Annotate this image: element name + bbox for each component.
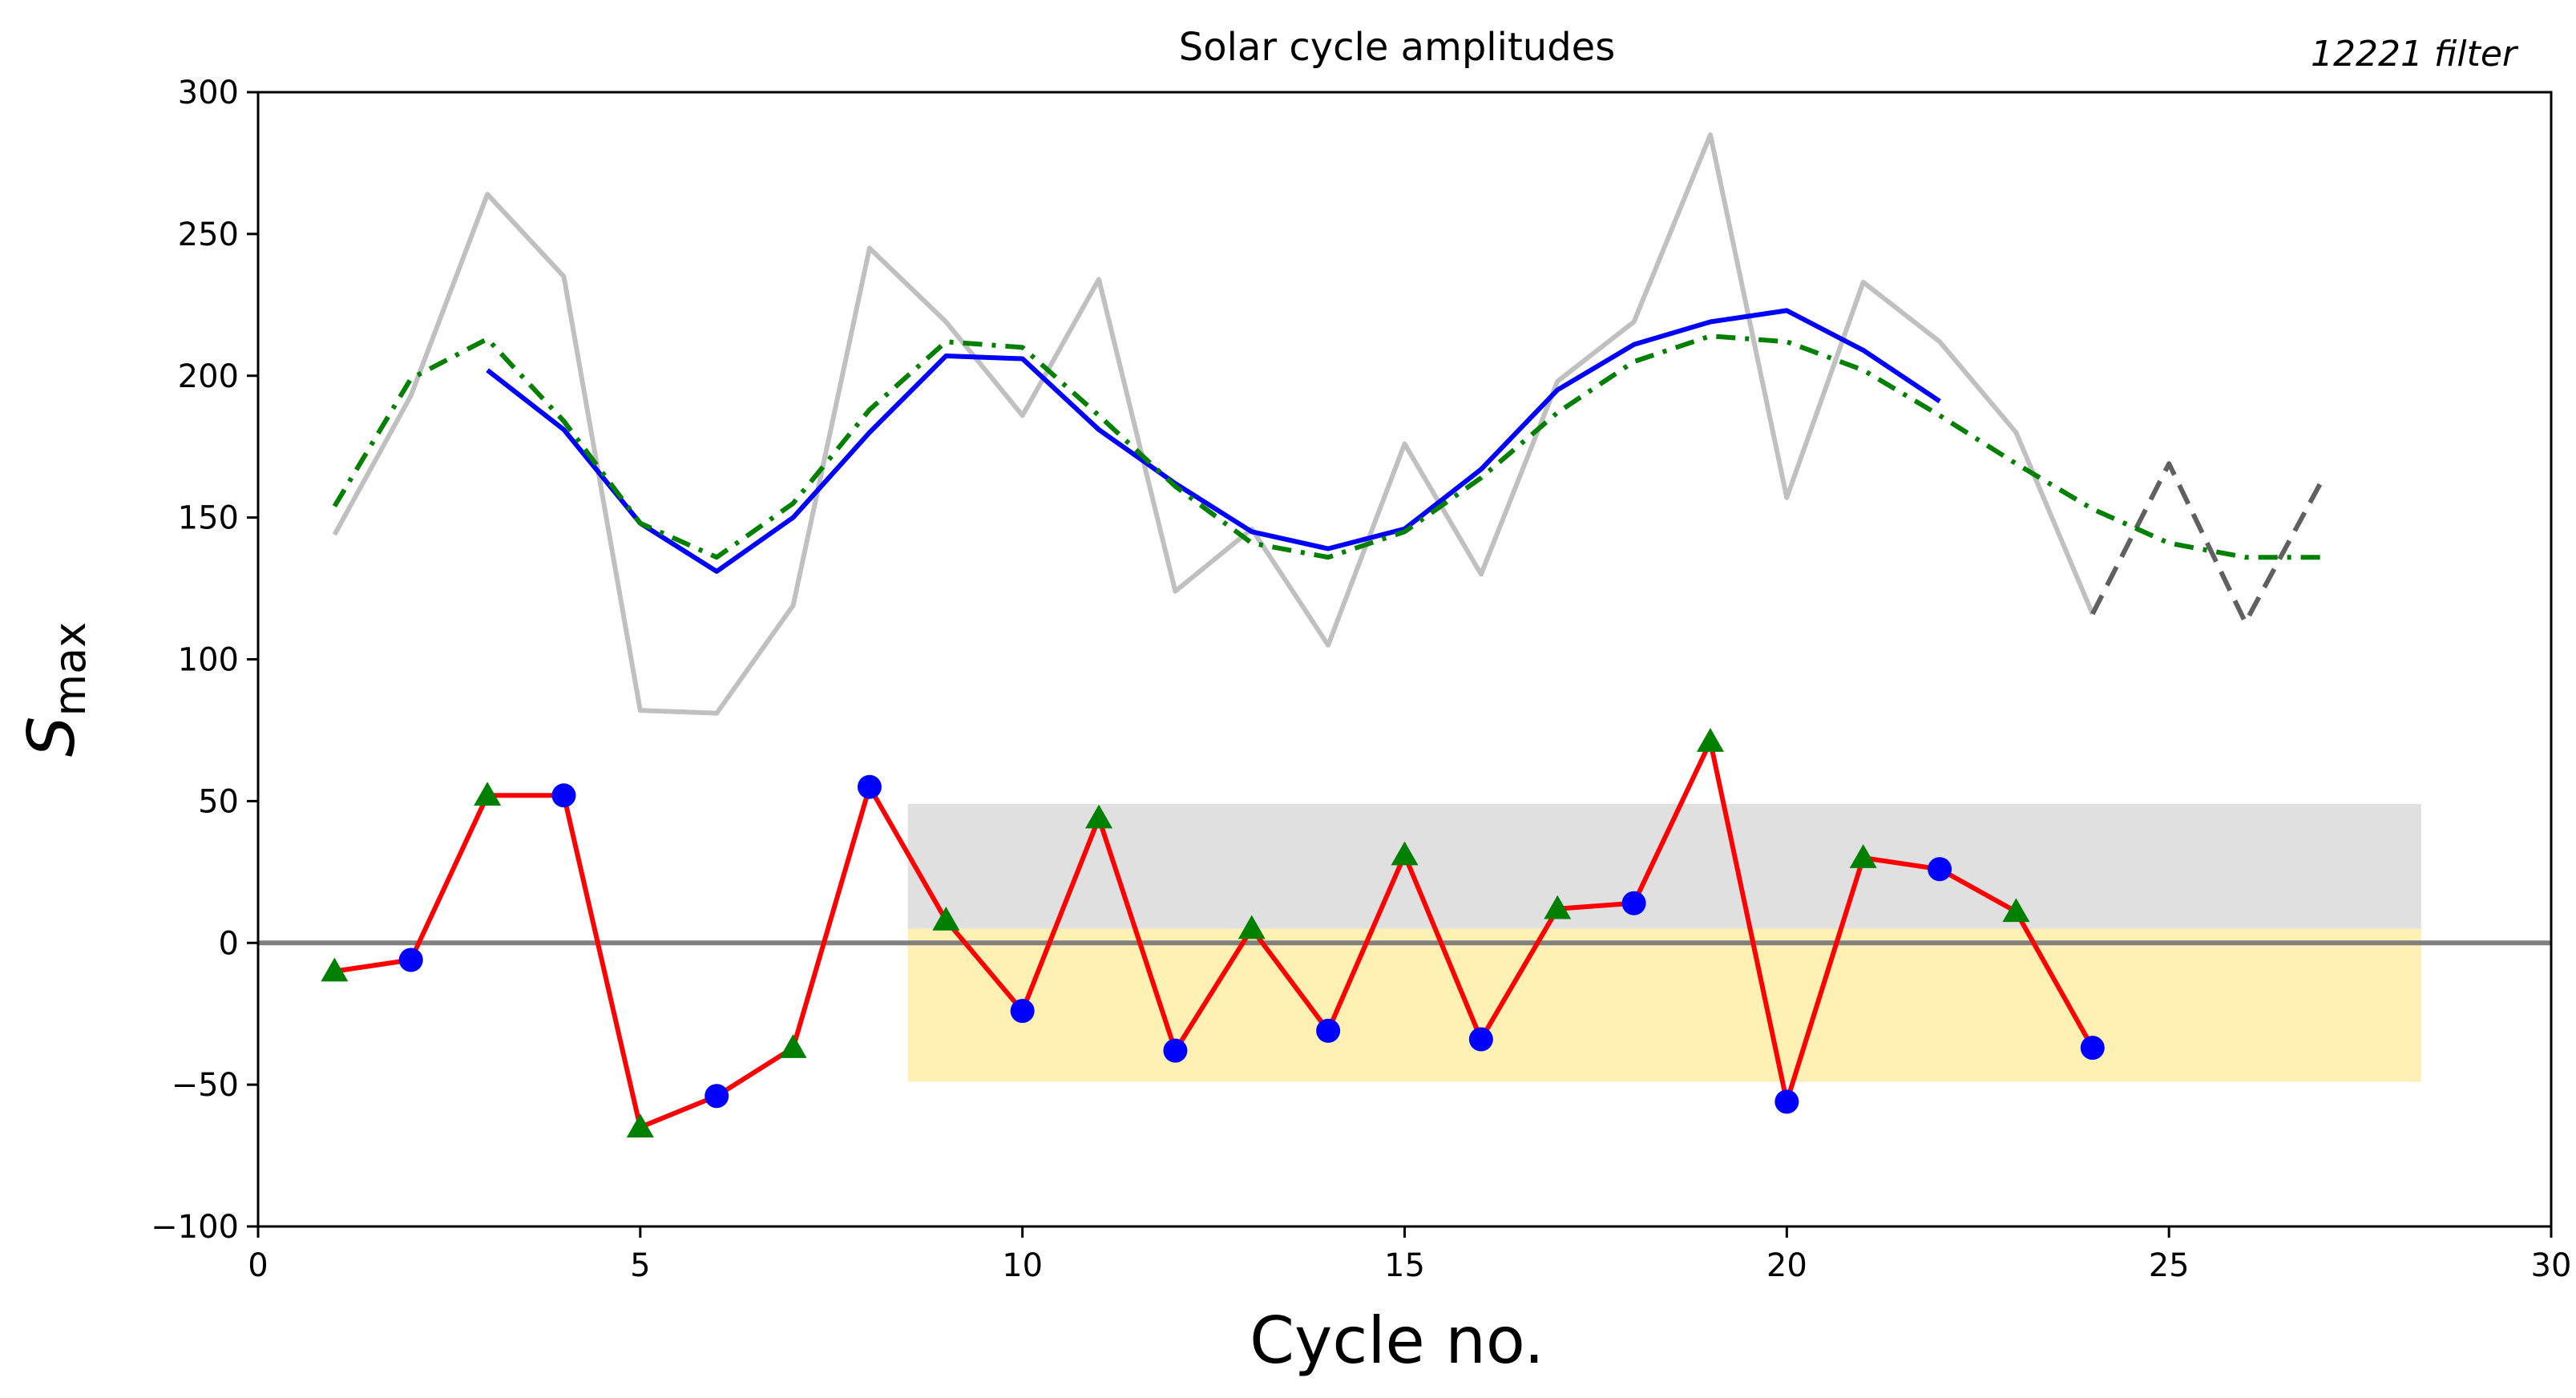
filter-annotation: 12221 filter — [2311, 34, 2519, 75]
residual-circle-marker — [1163, 1038, 1188, 1063]
residual-triangle-marker — [321, 957, 349, 982]
x-tick-label: 25 — [2149, 1247, 2190, 1284]
x-tick-label: 5 — [630, 1247, 650, 1284]
residual-triangle-marker — [779, 1034, 807, 1058]
residual-triangle-marker — [1391, 841, 1419, 866]
residual-triangle-marker — [1696, 728, 1724, 752]
y-tick-label: 50 — [198, 783, 239, 820]
residual-circle-marker — [1010, 999, 1035, 1024]
upper-band — [907, 803, 2421, 929]
residual-triangle-marker — [626, 1113, 654, 1137]
x-tick-label: 20 — [1766, 1247, 1807, 1284]
y-tick-label: −50 — [172, 1067, 239, 1104]
residual-triangle-marker — [1085, 804, 1113, 829]
residual-circle-marker — [1316, 1018, 1341, 1043]
y-tick-label: 0 — [219, 925, 239, 962]
y-axis-subscript: max — [45, 622, 95, 717]
y-tick-label: 300 — [178, 75, 239, 111]
x-tick-label: 30 — [2531, 1247, 2572, 1284]
residual-circle-marker — [857, 774, 882, 799]
residual-circle-marker — [551, 783, 576, 808]
y-axis-title: Smax — [14, 622, 95, 757]
chart-title: Solar cycle amplitudes — [1179, 25, 1615, 70]
residual-circle-marker — [1468, 1027, 1493, 1052]
smooth-fit-line — [332, 333, 2322, 560]
series-layer — [332, 132, 2324, 1130]
residuals-line — [333, 739, 2095, 1130]
residual-circle-marker — [1621, 891, 1646, 915]
y-tick-label: 250 — [178, 216, 239, 253]
x-tick-label: 10 — [1002, 1247, 1043, 1284]
y-axis-symbol: S — [14, 716, 89, 757]
y-tick-label: −100 — [151, 1209, 239, 1246]
y-tick-label: 200 — [178, 358, 239, 395]
residual-triangle-marker — [2002, 898, 2030, 923]
axes-layer: 0 5 10 15 20 25 30 −100 −50 0 50 100 150 200 250 300 — [151, 75, 2571, 1284]
residual-circle-marker — [1775, 1089, 1799, 1114]
lower-band — [907, 928, 2421, 1082]
residual-triangle-marker — [1849, 844, 1877, 868]
x-tick-label: 0 — [248, 1247, 268, 1284]
residual-triangle-marker — [474, 782, 502, 806]
filtered-12221-line — [486, 308, 1941, 574]
y-tick-label: 100 — [178, 642, 239, 679]
y-tick-label: 150 — [178, 500, 239, 537]
observed-amplitudes-line — [332, 132, 2095, 716]
predicted-amplitudes-line — [2090, 461, 2324, 625]
residual-circle-marker — [2080, 1036, 2105, 1061]
x-axis-title: Cycle no. — [1250, 1303, 1544, 1378]
x-tick-label: 15 — [1384, 1247, 1425, 1284]
bands-layer — [907, 803, 2421, 1082]
residual-circle-marker — [398, 947, 423, 972]
residual-triangle-marker — [932, 906, 960, 931]
residual-circle-marker — [1928, 857, 1952, 882]
residual-triangle-marker — [1238, 915, 1266, 939]
residual-triangle-marker — [1544, 895, 1572, 919]
residual-circle-marker — [705, 1084, 729, 1109]
marker-layer — [321, 728, 2105, 1137]
